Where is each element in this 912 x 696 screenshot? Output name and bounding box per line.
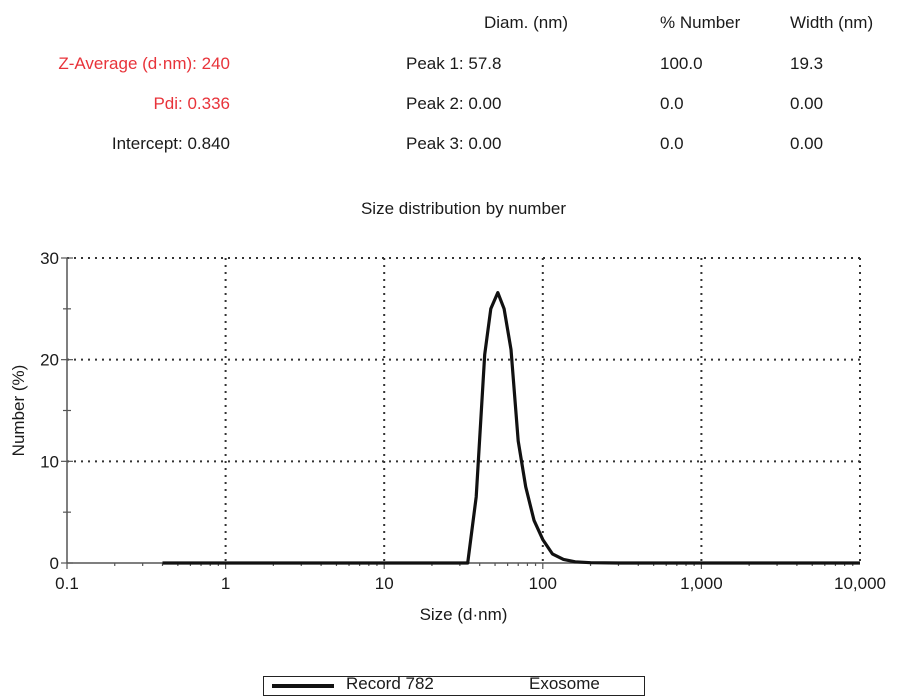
legend-sample-name: Exosome bbox=[529, 674, 600, 693]
peak-3-number: 0.0 bbox=[660, 134, 684, 153]
x-tick-label: 0.1 bbox=[55, 574, 79, 593]
peak-2-width: 0.00 bbox=[790, 94, 824, 113]
x-axis-label: Size (d·nm) bbox=[420, 605, 508, 624]
series-line-record-782 bbox=[162, 291, 860, 565]
y-axis-label: Number (%) bbox=[9, 365, 28, 457]
intercept-label: Intercept: 0.840 bbox=[111, 134, 230, 153]
peak-1-width: 19.3 bbox=[790, 54, 824, 73]
table-header-width: Width (nm) bbox=[790, 13, 874, 32]
peak-3-width: 0.00 bbox=[790, 134, 824, 153]
x-tick-label: 100 bbox=[529, 574, 557, 593]
x-tick-label: 1 bbox=[221, 574, 230, 593]
peak-2-label: Peak 2: 0.00 bbox=[406, 94, 502, 113]
peak-3-label: Peak 3: 0.00 bbox=[406, 134, 502, 153]
peak-2-number: 0.0 bbox=[660, 94, 684, 113]
y-tick-label: 10 bbox=[40, 452, 59, 471]
chart-legend: Record 782 Exosome bbox=[263, 674, 645, 696]
chart-title: Size distribution by number bbox=[361, 199, 566, 218]
x-tick-label: 10 bbox=[375, 574, 394, 593]
x-tick-label: 1,000 bbox=[680, 574, 723, 593]
x-tick-label: 10,000 bbox=[834, 574, 886, 593]
y-tick-label: 0 bbox=[50, 554, 59, 573]
y-tick-label: 30 bbox=[40, 249, 59, 268]
table-header-diameter: Diam. (nm) bbox=[484, 13, 569, 32]
legend-series-name: Record 782 bbox=[346, 674, 434, 693]
legend-line-swatch bbox=[272, 684, 334, 688]
peak-1-label: Peak 1: 57.8 bbox=[406, 54, 502, 73]
z-average-label: Z-Average (d·nm): 240 bbox=[58, 54, 230, 73]
y-tick-label: 20 bbox=[40, 351, 59, 370]
peak-1-number: 100.0 bbox=[660, 54, 703, 73]
pdi-label: Pdi: 0.336 bbox=[153, 94, 230, 113]
table-header-number: % Number bbox=[660, 13, 741, 32]
